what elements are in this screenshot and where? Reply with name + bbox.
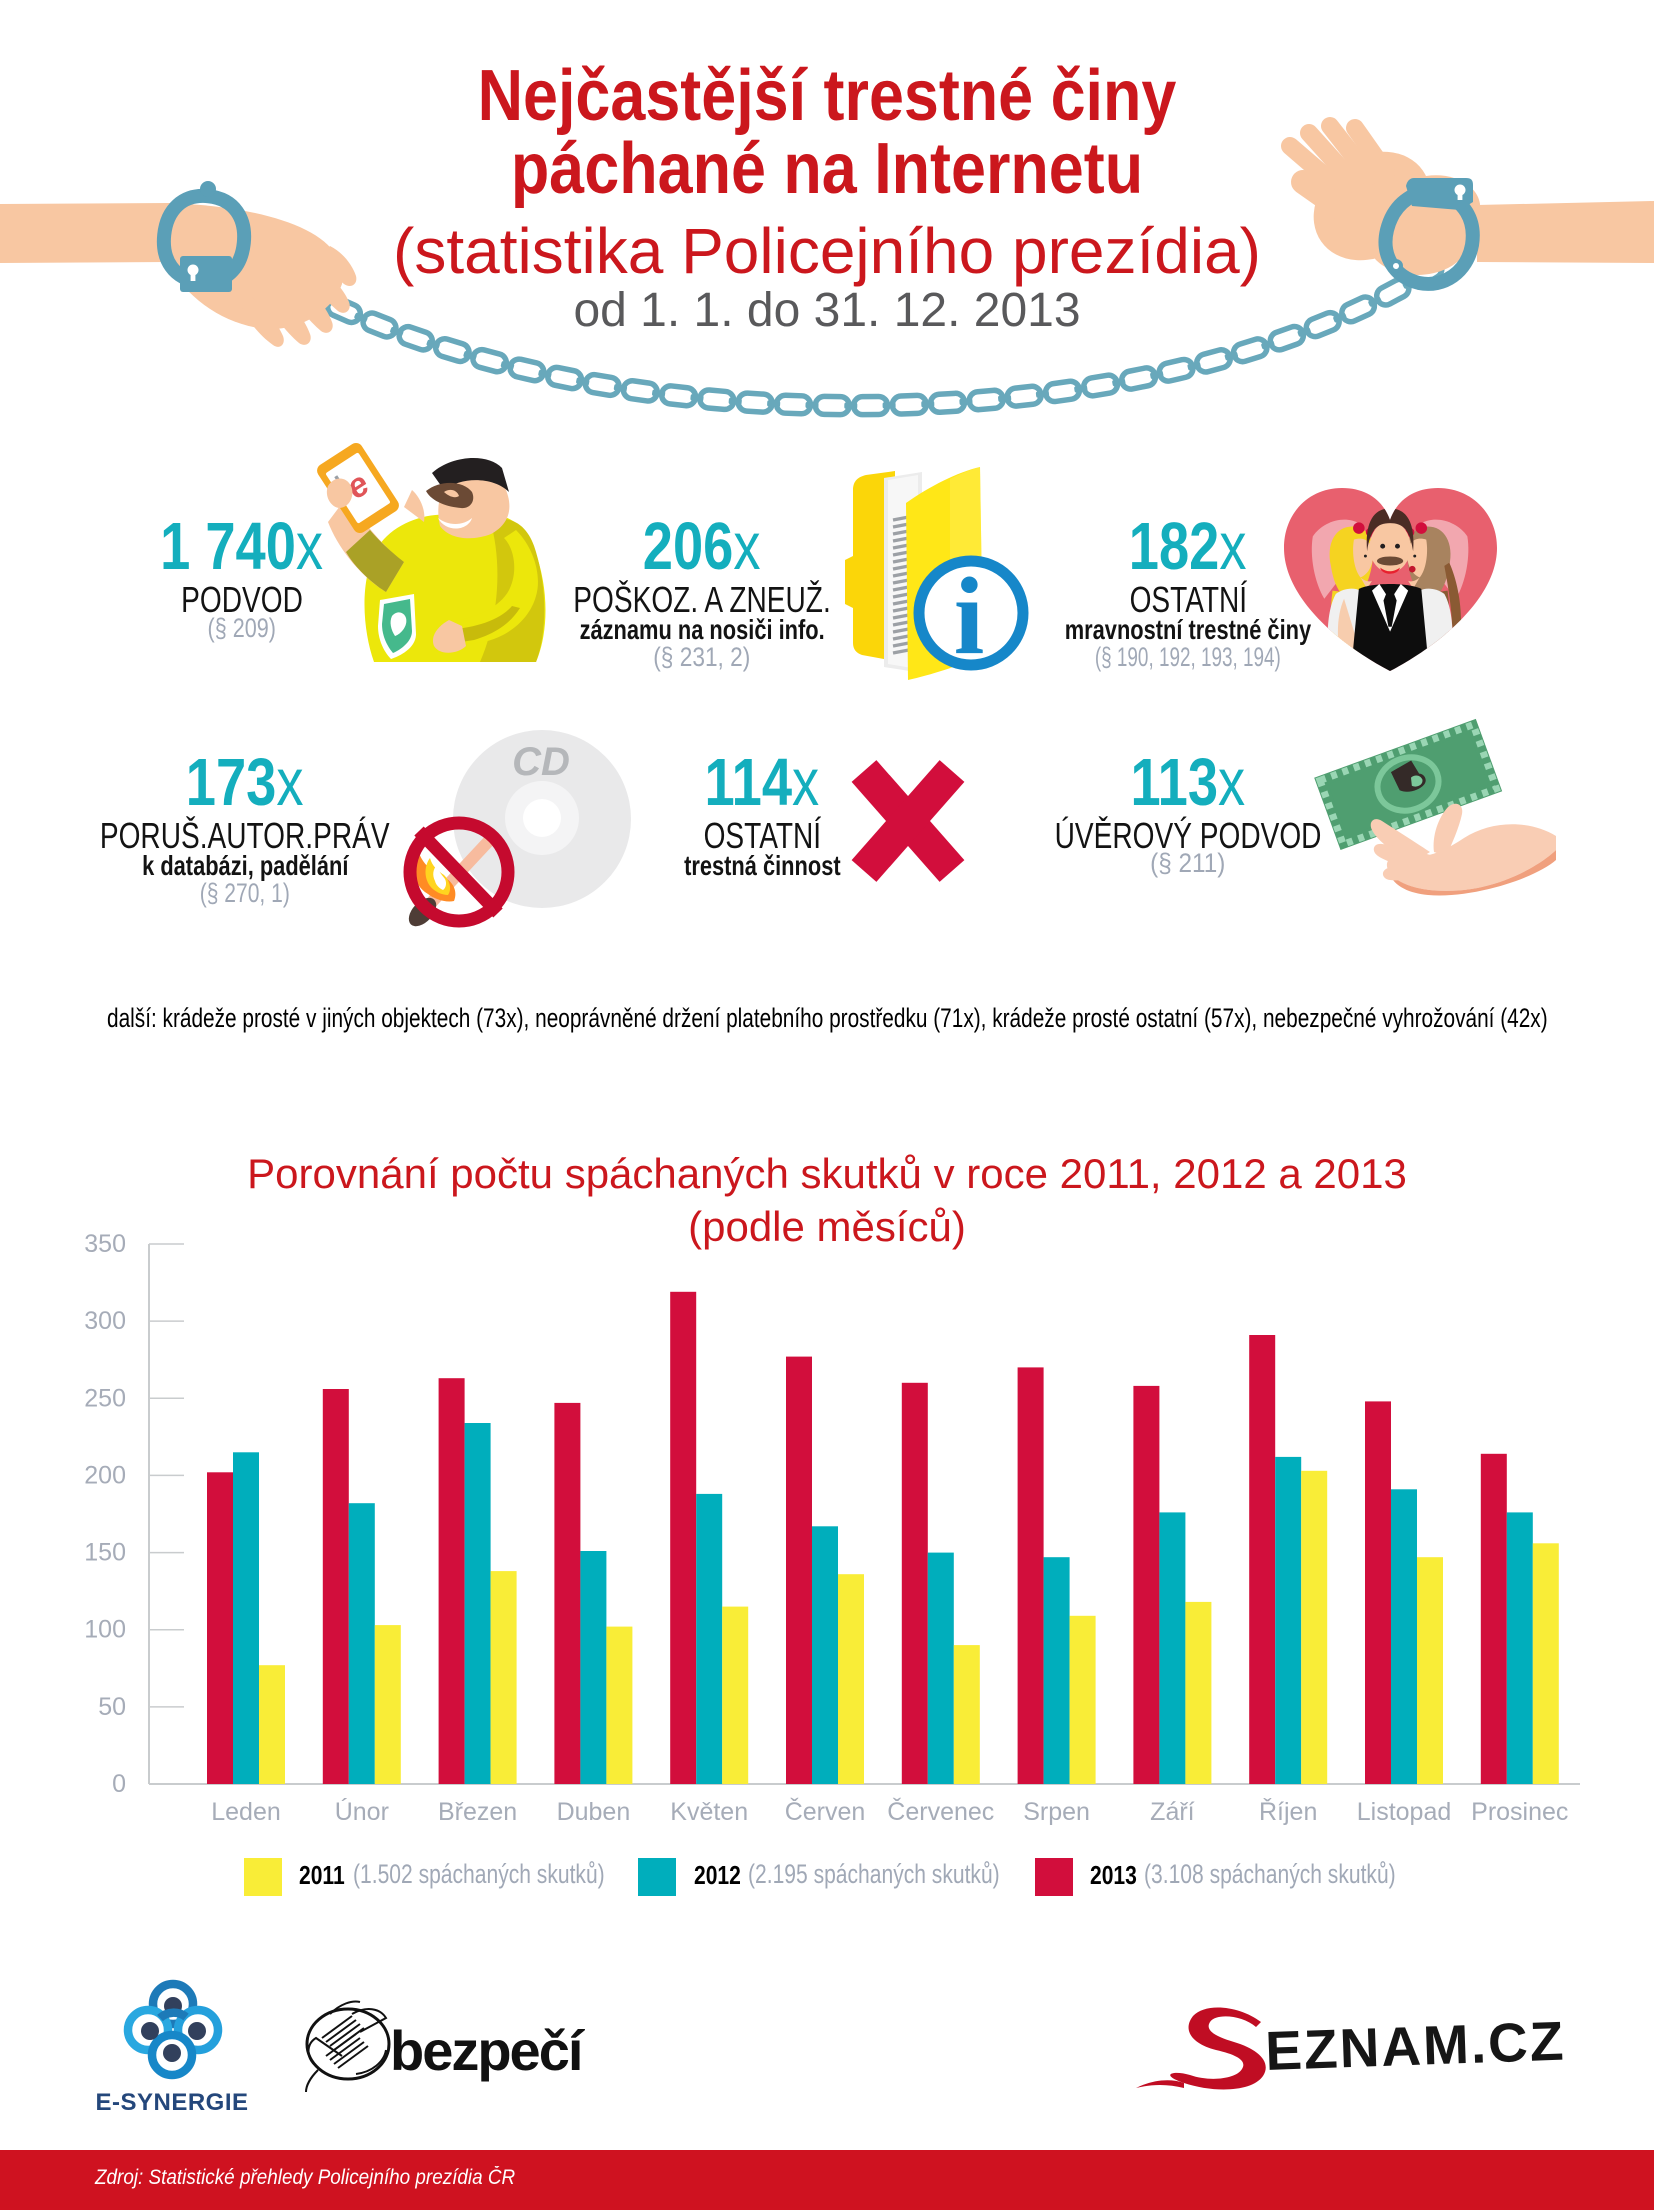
svg-text:250: 250 <box>84 1384 126 1412</box>
svg-text:350: 350 <box>84 1230 126 1258</box>
svg-text:EZNAM.CZ: EZNAM.CZ <box>1264 2010 1566 2082</box>
svg-text:300: 300 <box>84 1307 126 1335</box>
svg-text:Březen: Březen <box>438 1798 517 1826</box>
svg-text:50: 50 <box>98 1693 126 1721</box>
svg-text:0: 0 <box>112 1770 126 1798</box>
svg-text:Červen: Červen <box>785 1797 866 1826</box>
svg-text:Únor: Únor <box>335 1797 389 1826</box>
svg-text:Květen: Květen <box>670 1798 748 1826</box>
svg-text:Říjen: Říjen <box>1259 1797 1317 1826</box>
svg-text:150: 150 <box>84 1539 126 1567</box>
svg-text:Leden: Leden <box>211 1798 281 1826</box>
svg-text:bezpečí: bezpečí <box>390 2019 586 2082</box>
svg-text:Září: Září <box>1150 1798 1195 1826</box>
svg-text:E-SYNERGIE: E-SYNERGIE <box>95 2089 248 2116</box>
svg-text:Červenec: Červenec <box>887 1797 994 1826</box>
svg-text:CD: CD <box>512 740 570 784</box>
svg-text:i: i <box>954 555 985 677</box>
svg-text:Srpen: Srpen <box>1023 1798 1090 1826</box>
svg-text:Duben: Duben <box>557 1798 631 1826</box>
svg-text:Listopad: Listopad <box>1357 1798 1452 1826</box>
svg-text:Prosinec: Prosinec <box>1471 1798 1568 1826</box>
svg-text:100: 100 <box>84 1616 126 1644</box>
svg-text:200: 200 <box>84 1461 126 1489</box>
